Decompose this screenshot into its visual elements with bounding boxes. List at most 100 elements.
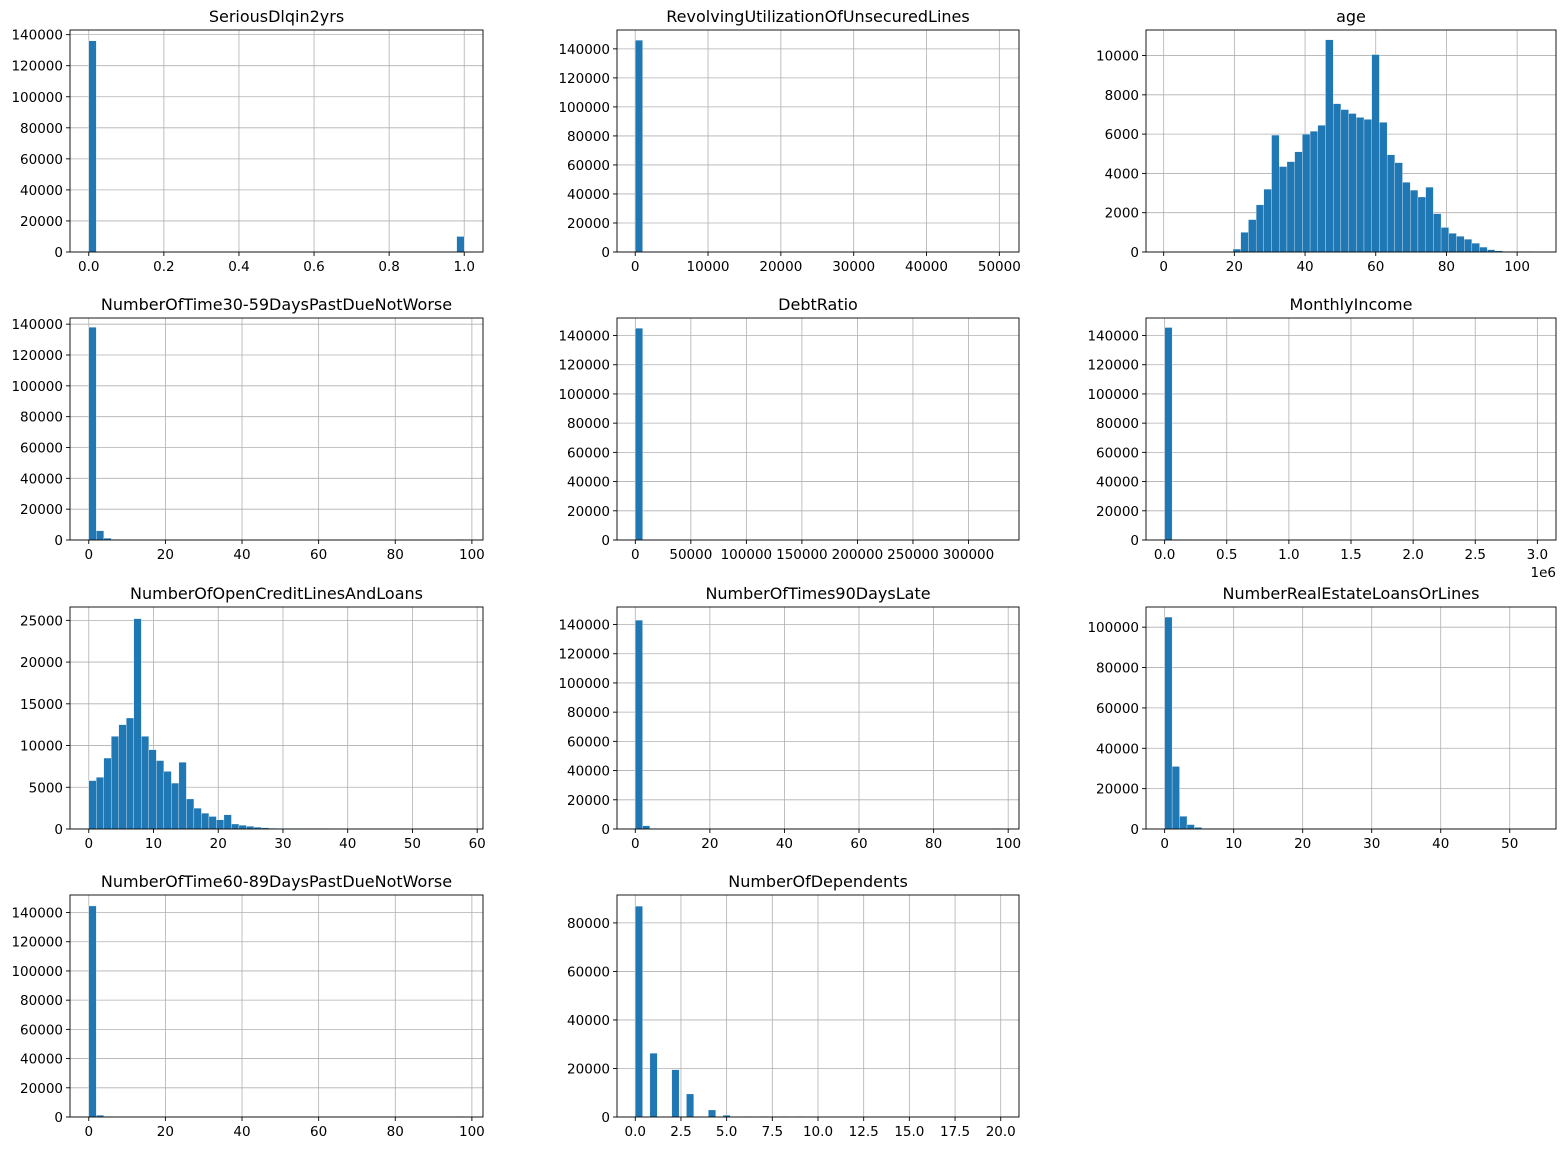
x-tick-label: 20000 (759, 259, 802, 275)
histogram-bar (118, 724, 127, 830)
y-tick-label: 140000 (11, 906, 63, 922)
x-offset-label: 1e6 (1531, 565, 1556, 581)
histogram-bar (1294, 151, 1303, 253)
histogram-bar (1348, 113, 1357, 253)
histogram-bar (193, 807, 202, 830)
histogram-bar (126, 717, 134, 830)
x-tick-label: 30 (274, 836, 291, 852)
x-tick-label: 20 (157, 547, 174, 563)
y-tick-label: 20000 (567, 793, 610, 809)
histogram-bar (1309, 131, 1318, 253)
y-tick-label: 20000 (567, 1061, 610, 1077)
y-tick-label: 40000 (20, 183, 63, 199)
histogram-bar (635, 328, 643, 541)
x-tick-label: 17.5 (940, 1124, 970, 1140)
histogram-bar (1317, 125, 1326, 253)
x-tick-label: 0 (84, 1124, 93, 1140)
y-tick-label: 0 (54, 533, 63, 549)
subplot-title: NumberOfOpenCreditLinesAndLoans (130, 584, 423, 603)
x-tick-label: 0.8 (378, 259, 399, 275)
histogram-bar (1479, 246, 1488, 253)
x-tick-label: 40 (1296, 259, 1313, 275)
y-tick-label: 20000 (1096, 782, 1139, 798)
histogram-bar (1464, 239, 1473, 253)
x-tick-label: 0 (84, 836, 93, 852)
x-tick-label: 0.0 (1154, 547, 1175, 563)
histogram-bar (141, 736, 149, 830)
y-tick-label: 8000 (1105, 88, 1139, 104)
x-tick-label: 2.0 (1402, 547, 1423, 563)
plot-frame (69, 894, 484, 1118)
histogram-bar (1240, 232, 1249, 253)
x-tick-label: 0 (631, 259, 640, 275)
histogram-bar (635, 619, 643, 830)
histogram-bar (88, 40, 97, 253)
y-tick-label: 100000 (11, 90, 63, 106)
y-tick-label: 0 (1130, 822, 1139, 838)
y-tick-label: 120000 (558, 647, 610, 663)
y-tick-label: 120000 (11, 59, 63, 75)
histogram-bar (708, 1109, 716, 1118)
plot-frame (616, 317, 1020, 541)
histogram-bar (1456, 236, 1465, 253)
histogram-bar (1425, 187, 1434, 253)
x-tick-label: 100 (995, 836, 1021, 852)
histogram-bar (1179, 816, 1188, 830)
subplot-10: 0 20 40 60 80 100 0 20000 40000 60000 80000 100000 1… (11, 872, 484, 1140)
histogram-bar (456, 236, 465, 253)
y-tick-label: 80000 (20, 410, 63, 426)
x-tick-label: 40 (233, 547, 250, 563)
y-tick-label: 60000 (20, 441, 63, 457)
plot-frame (1145, 606, 1557, 830)
y-tick-label: 0 (1130, 533, 1139, 549)
x-tick-label: 150000 (776, 547, 828, 563)
subplot-title: SeriousDlqin2yrs (209, 7, 344, 26)
histogram-bar (208, 816, 217, 830)
y-tick-label: 0 (54, 822, 63, 838)
subplot-11: 0.0 2.5 5.0 7.5 10.0 12.5 15.0 17.5 20.0 0 20000 40… (567, 872, 1020, 1140)
y-tick-label: 80000 (567, 416, 610, 432)
subplot-title: DebtRatio (778, 295, 858, 314)
subplot-title: MonthlyIncome (1290, 295, 1413, 314)
y-tick-label: 6000 (1105, 127, 1139, 143)
histogram-bar (1402, 182, 1411, 253)
histogram-bar (216, 819, 225, 830)
y-tick-label: 20000 (20, 655, 63, 671)
x-tick-label: 0 (1159, 259, 1168, 275)
x-tick-label: 5.0 (716, 1124, 737, 1140)
y-tick-label: 100000 (558, 676, 610, 692)
histogram-bar (1302, 133, 1311, 253)
x-tick-label: 20 (1226, 259, 1243, 275)
subplot-1: 0.0 0.2 0.4 0.6 0.8 1.0 0 20000 40000 60000 80000 1… (11, 7, 484, 275)
histogram-bar (1440, 227, 1449, 253)
y-tick-label: 0 (601, 245, 610, 261)
histogram-bar (103, 757, 112, 830)
histogram-bar (1417, 196, 1426, 253)
x-tick-label: 0 (631, 547, 640, 563)
histogram-bar (1164, 327, 1173, 541)
y-tick-label: 10000 (20, 739, 63, 755)
y-tick-label: 60000 (1096, 701, 1139, 717)
y-tick-label: 80000 (567, 916, 610, 932)
x-tick-label: 20 (210, 836, 227, 852)
x-tick-label: 15.0 (894, 1124, 924, 1140)
histogram-bar (1394, 162, 1403, 253)
plot-frame (69, 317, 484, 541)
histogram-bar (96, 530, 104, 541)
histogram-bar (163, 771, 172, 830)
x-tick-label: 20 (1294, 836, 1311, 852)
y-tick-label: 100000 (1087, 387, 1139, 403)
y-tick-label: 0 (54, 245, 63, 261)
x-tick-label: 1.0 (1278, 547, 1299, 563)
y-tick-label: 40000 (1096, 741, 1139, 757)
subplot-title: RevolvingUtilizationOfUnsecuredLines (666, 7, 969, 26)
x-tick-label: 10.0 (803, 1124, 833, 1140)
histogram-bar (156, 760, 165, 830)
y-tick-label: 0 (601, 822, 610, 838)
histogram-bar (231, 823, 240, 830)
y-tick-label: 80000 (20, 121, 63, 137)
y-tick-label: 40000 (20, 471, 63, 487)
x-tick-label: 10000 (687, 259, 730, 275)
histogram-bar (148, 749, 157, 830)
histogram-bar (635, 40, 643, 253)
